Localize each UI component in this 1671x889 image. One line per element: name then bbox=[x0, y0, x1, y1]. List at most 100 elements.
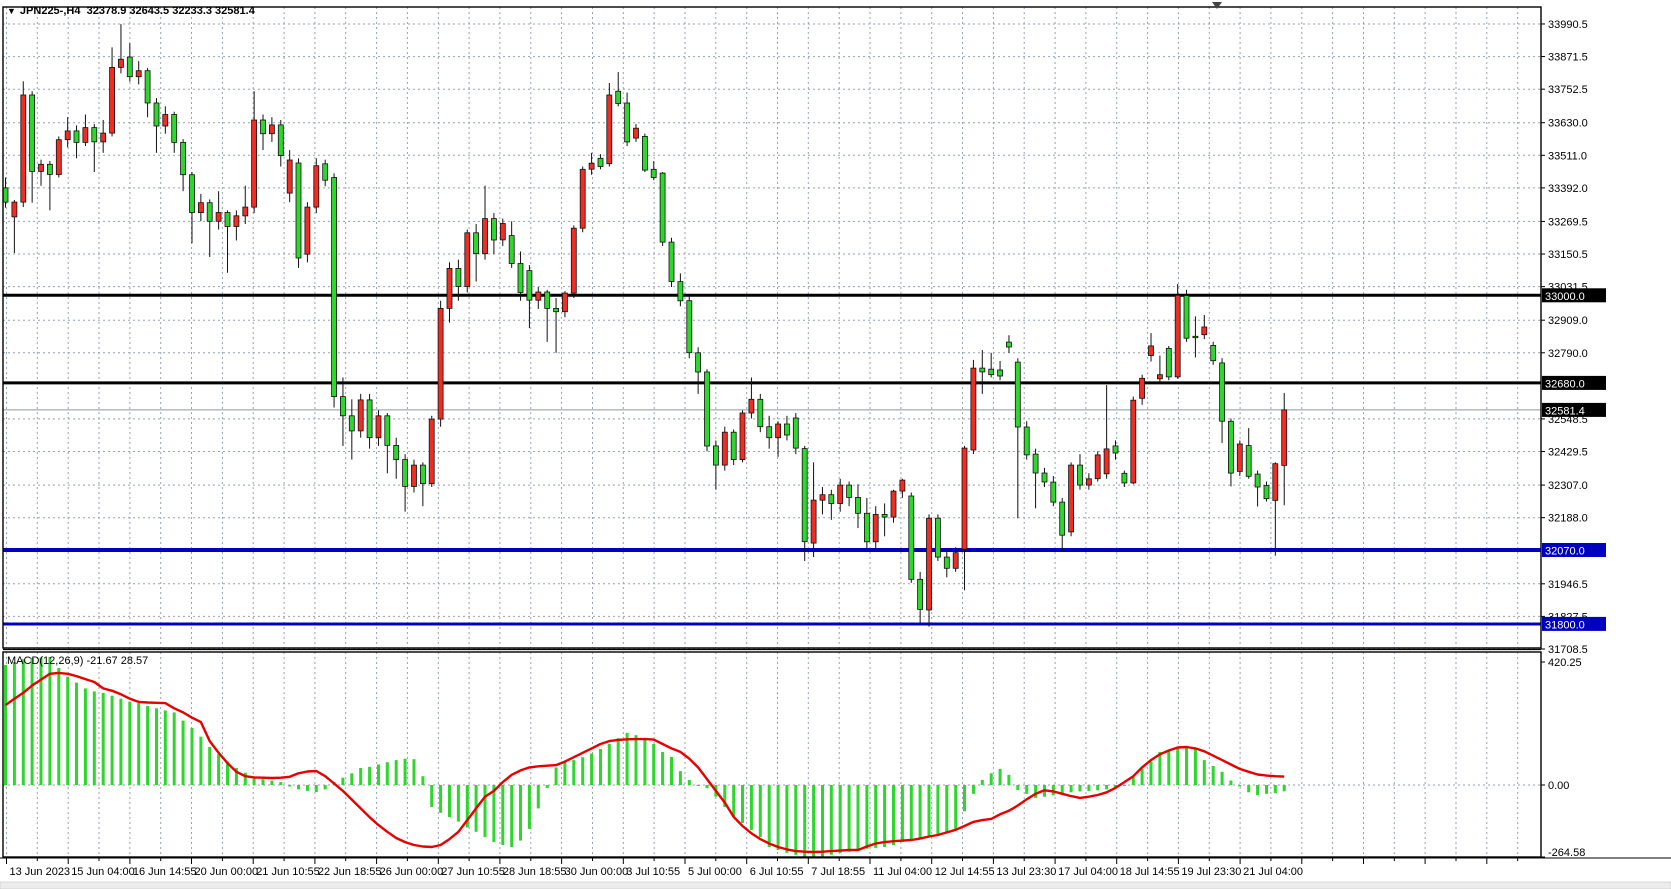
candle-bearish bbox=[2, 187, 9, 203]
candle-bullish bbox=[304, 206, 311, 255]
macd-histogram-bar bbox=[1051, 785, 1055, 796]
candle-bearish bbox=[668, 241, 675, 282]
candle-bullish bbox=[313, 165, 320, 208]
candle-bullish bbox=[55, 139, 62, 175]
symbol-ohlc-values: 32378.9 32643.5 32233.3 32581.4 bbox=[86, 5, 255, 17]
macd-histogram-bar bbox=[519, 785, 522, 841]
candle-bullish bbox=[535, 291, 542, 301]
symbol-dropdown-icon[interactable]: ▼ bbox=[7, 6, 16, 16]
time-tick-label: 13 Jun 2023 bbox=[10, 866, 71, 878]
macd-histogram-bar bbox=[607, 744, 611, 785]
candle-bearish bbox=[757, 398, 764, 428]
candle-bullish bbox=[251, 119, 258, 208]
candle-bearish bbox=[766, 426, 773, 439]
price-tick-label: 33392.0 bbox=[1548, 183, 1588, 195]
candle-bearish bbox=[624, 102, 630, 143]
macd-histogram-bar bbox=[12, 662, 16, 785]
candle-bullish bbox=[819, 494, 826, 501]
macd-tick-label: 0.00 bbox=[1548, 780, 1569, 792]
macd-histogram-bar bbox=[732, 785, 736, 817]
macd-histogram-bar bbox=[1238, 785, 1242, 787]
candle-bearish bbox=[473, 232, 480, 255]
candle-bearish bbox=[1254, 473, 1261, 488]
price-level-badge-label: 32581.4 bbox=[1545, 405, 1585, 417]
candle-bearish bbox=[713, 445, 719, 466]
macd-histogram-bar bbox=[492, 785, 496, 843]
candle-bearish bbox=[855, 496, 861, 514]
candle-bearish bbox=[1121, 472, 1128, 484]
time-tick-label: 11 Jul 04:00 bbox=[873, 866, 932, 878]
price-level-badge-label: 31800.0 bbox=[1545, 619, 1585, 631]
price-tick-label: 33269.5 bbox=[1548, 216, 1588, 228]
candle-bullish bbox=[20, 94, 27, 203]
macd-histogram-bar bbox=[892, 785, 895, 845]
macd-histogram-bar bbox=[181, 720, 185, 785]
candle-bullish bbox=[588, 162, 595, 170]
candle-bullish bbox=[1139, 377, 1145, 399]
candle-bearish bbox=[1041, 472, 1048, 483]
macd-histogram-bar bbox=[110, 695, 114, 785]
macd-histogram-bar bbox=[883, 785, 887, 847]
candle-bearish bbox=[864, 512, 870, 543]
macd-histogram-bar bbox=[527, 785, 531, 829]
macd-histogram-bar bbox=[678, 771, 682, 785]
candle-bearish bbox=[828, 494, 835, 504]
macd-histogram-bar bbox=[430, 785, 434, 807]
candle-bearish bbox=[126, 56, 133, 78]
candle-bearish bbox=[846, 484, 852, 498]
candle-bearish bbox=[650, 168, 657, 178]
candle-bearish bbox=[553, 307, 559, 313]
candle-bearish bbox=[695, 352, 701, 373]
macd-histogram-bar bbox=[1025, 785, 1029, 794]
status-strip bbox=[0, 881, 1671, 889]
macd-histogram-bar bbox=[412, 759, 416, 785]
candle-bearish bbox=[730, 431, 737, 461]
candle-bearish bbox=[144, 70, 151, 104]
price-tick-label: 32790.0 bbox=[1548, 348, 1588, 360]
candle-bearish bbox=[419, 464, 426, 485]
candle-bearish bbox=[988, 368, 995, 376]
indicator-label: MACD(12,26,9) -21.67 28.57 bbox=[7, 655, 148, 667]
macd-histogram-bar bbox=[48, 657, 52, 785]
macd-histogram-bar bbox=[155, 708, 158, 785]
time-tick-label: 22 Jun 18:55 bbox=[318, 866, 382, 878]
macd-histogram-bar bbox=[1034, 785, 1038, 798]
macd-histogram-bar bbox=[909, 785, 913, 840]
candle-bullish bbox=[135, 70, 142, 78]
candle-bearish bbox=[402, 459, 409, 487]
macd-histogram-bar bbox=[83, 688, 87, 785]
price-level-badge bbox=[1542, 375, 1606, 390]
price-level-badge bbox=[1542, 543, 1606, 557]
level-lines-layer bbox=[3, 293, 1541, 626]
candle-bullish bbox=[1068, 464, 1074, 533]
candle-bearish bbox=[206, 202, 213, 222]
candle-bearish bbox=[295, 162, 302, 259]
macd-histogram-bar bbox=[297, 785, 300, 790]
candle-bullish bbox=[162, 114, 169, 127]
macd-histogram-bar bbox=[1158, 751, 1162, 785]
symbol-bar: ▼ JPN225-,H4 32378.9 32643.5 32233.3 3258… bbox=[7, 5, 255, 17]
candle-bearish bbox=[1006, 341, 1012, 348]
macd-histogram-bar bbox=[163, 710, 167, 785]
chart-shift-marker-icon[interactable] bbox=[1212, 2, 1222, 9]
macd-histogram-bar bbox=[652, 744, 656, 785]
macd-histogram-bar bbox=[208, 747, 212, 785]
macd-histogram-bar bbox=[199, 736, 203, 785]
price-tick-label: 32188.0 bbox=[1548, 513, 1588, 525]
candle-bullish bbox=[38, 163, 44, 172]
candle-bearish bbox=[153, 102, 160, 127]
candle-bullish bbox=[1236, 443, 1243, 472]
candle-bullish bbox=[775, 423, 781, 439]
candle-bearish bbox=[659, 172, 666, 243]
time-tick-label: 27 Jun 10:55 bbox=[441, 866, 505, 878]
macd-histogram-bar bbox=[323, 785, 327, 790]
candles-layer bbox=[2, 24, 1288, 627]
candle-bullish bbox=[499, 223, 506, 241]
macd-histogram-bar bbox=[616, 738, 620, 785]
macd-histogram-bar bbox=[572, 760, 576, 785]
macd-histogram-bar bbox=[918, 785, 922, 838]
grid-layer bbox=[3, 7, 1541, 857]
macd-histogram-bar bbox=[1069, 785, 1073, 793]
macd-histogram-bar bbox=[368, 766, 372, 785]
